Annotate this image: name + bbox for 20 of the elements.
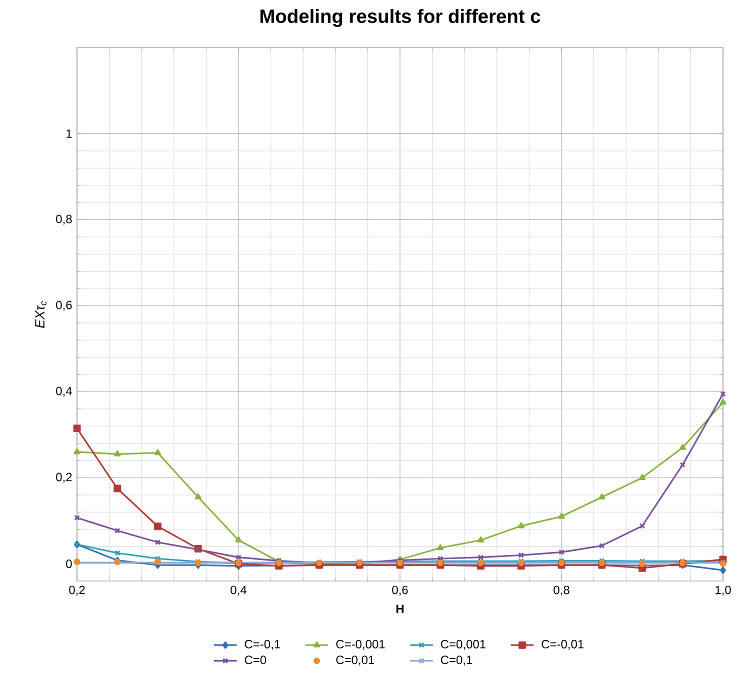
y-tick-label: 0,6 <box>56 300 72 311</box>
x-tick-label: 0,8 <box>554 586 570 596</box>
y-tick-label: 0,8 <box>56 214 72 225</box>
y-axis-title: EXτ$_{c}$ <box>35 301 46 328</box>
legend-label: C=-0,01 <box>542 640 584 650</box>
chart-title: Modeling results for different c <box>260 8 540 27</box>
y-tick-label: 1 <box>66 130 72 138</box>
legend-label: C=0,1 <box>440 656 472 666</box>
x-tick-label: 1,0 <box>716 586 731 596</box>
legend-label: C=0 <box>244 656 266 664</box>
x-tick-label: 0,6 <box>392 586 408 596</box>
y-tick-label: 0,4 <box>56 386 72 397</box>
legend-label: C=0,001 <box>440 640 486 650</box>
legend-label: C=-0,1 <box>244 640 280 650</box>
legend-label: C=0,01 <box>336 656 374 666</box>
y-tick-label: 0,2 <box>56 472 72 483</box>
legend-label: C=-0,001 <box>336 640 385 650</box>
y-tick-label: 0 <box>66 560 72 568</box>
x-tick-label: 0,4 <box>230 586 246 596</box>
x-axis-title: H <box>396 604 404 614</box>
